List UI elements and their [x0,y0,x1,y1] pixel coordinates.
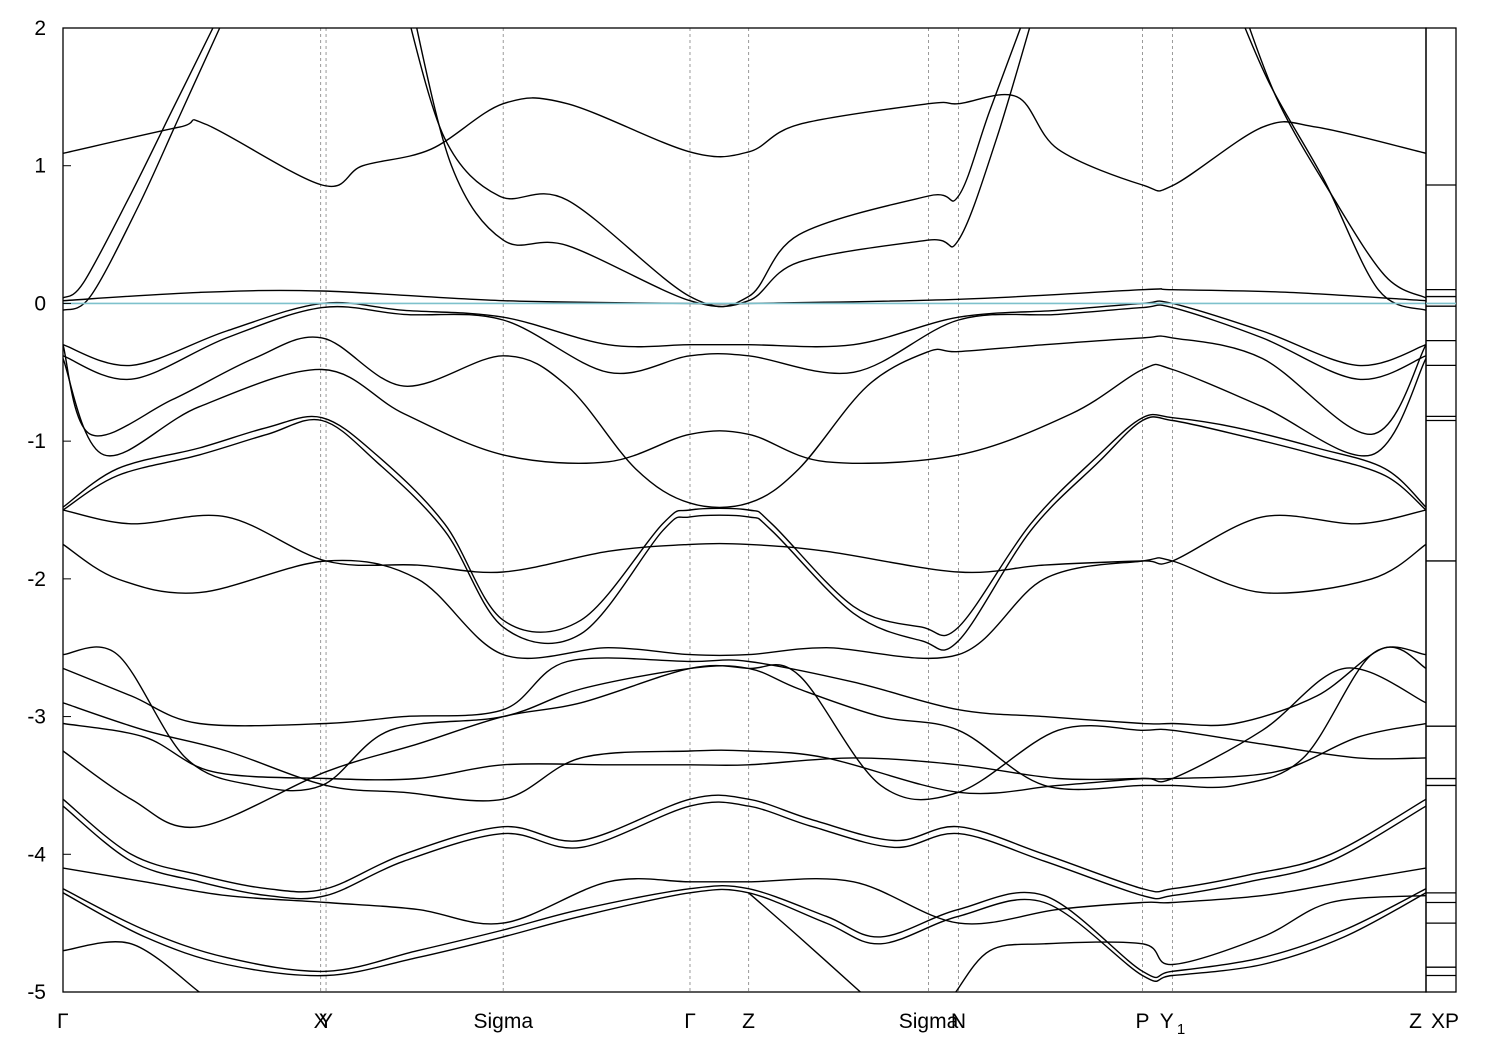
band-line-15 [63,543,1426,660]
band-line-11 [63,358,1426,465]
right-panel-label: XP [1431,1010,1459,1033]
band-line-26 [63,941,200,992]
x-tick-label-6: Sigma [899,1010,959,1033]
y-axis: 2 1 0 -1 -2 -3 -4 -5 [27,17,71,1004]
y-tick-label-2: 0 [34,292,46,315]
x-tick-label-3: Sigma [473,1010,533,1033]
right-panel: XP [1425,27,1459,1033]
x-tick-label-8: P [1135,1010,1149,1033]
band-line-20 [63,664,1426,829]
band-line-1 [63,28,214,299]
band-line-19 [63,722,1426,781]
band-line-2 [63,28,221,311]
band-line-25 [63,888,1426,982]
band-line-21 [63,794,1426,893]
x-tick-label-10: Z [1409,1010,1422,1033]
band-line-6 [1244,28,1426,311]
y-tick-label-4: -2 [27,568,46,591]
band-line-14 [63,509,1426,574]
band-line-8 [63,300,1426,367]
band-line-22 [63,801,1426,900]
band-line-28 [955,894,1426,992]
y-tick-label-1: 1 [34,155,46,178]
x-tick-subscript-9: 1 [1177,1021,1185,1038]
band-line-17 [63,646,1426,727]
band-line-3 [410,28,1022,308]
y-tick-label-6: -4 [27,843,46,866]
y-tick-label-0: 2 [34,17,46,40]
band-line-5 [1248,28,1426,299]
y-tick-label-7: -5 [27,981,46,1004]
band-line-18 [63,667,1426,802]
band-line-27 [748,892,861,992]
band-line-16 [63,646,1426,792]
x-tick-label-4: Γ [684,1010,696,1033]
band-line-4 [416,28,1031,308]
band-lines [63,28,1426,992]
band-line-24 [63,885,1426,979]
band-line-23 [63,867,1426,925]
x-tick-label-1: X [314,1010,328,1033]
y-tick-label-5: -3 [27,706,46,729]
band-line-10 [63,335,1426,509]
right-panel-frame [1425,27,1457,993]
band-line-0 [63,93,1426,192]
x-tick-label-5: Z [742,1010,755,1033]
band-line-12 [63,413,1426,637]
y-tick-label-3: -1 [27,430,46,453]
x-tick-label-7: N [951,1010,966,1033]
x-tick-label-0: Γ [57,1010,69,1033]
band-line-9 [63,304,1426,381]
x-tick-label-2: Y [319,1010,333,1033]
band-line-13 [63,416,1426,651]
